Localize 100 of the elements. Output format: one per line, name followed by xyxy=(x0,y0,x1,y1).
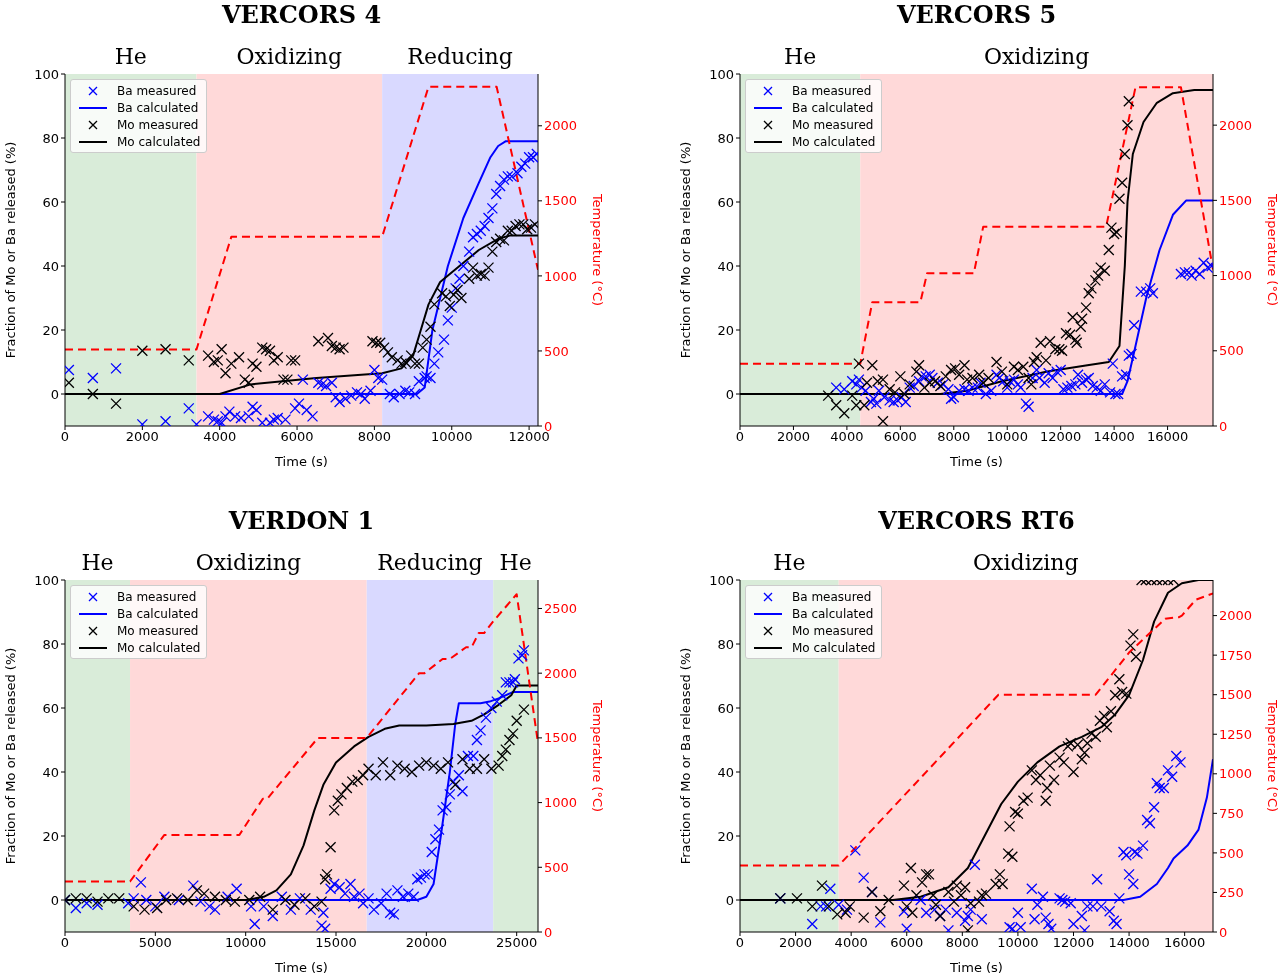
point xyxy=(328,804,340,817)
x-tick-label: 0 xyxy=(60,429,70,445)
x-axis-title: Time (s) xyxy=(274,960,328,975)
x-tick-label: 14000 xyxy=(1108,935,1150,951)
point xyxy=(321,868,333,881)
point xyxy=(128,900,140,913)
y-tick-label: 0 xyxy=(50,386,59,402)
y-tick-label: 0 xyxy=(725,386,734,402)
legend-label: Mo calculated xyxy=(117,640,201,655)
legend-label: Mo measured xyxy=(117,117,199,132)
x-axis-title: Time (s) xyxy=(274,454,328,469)
band-label: Oxidizing xyxy=(973,550,1079,575)
y2-tick-label: 0 xyxy=(1219,924,1228,940)
y2-tick-label: 1000 xyxy=(544,795,578,811)
point xyxy=(279,894,292,906)
point xyxy=(315,895,328,908)
x-tick-label: 2000 xyxy=(779,935,813,951)
point xyxy=(456,753,469,765)
point xyxy=(503,734,516,746)
y2-tick-label: 1000 xyxy=(1219,766,1253,782)
y2-axis-title: Temperature (°C) xyxy=(1265,698,1281,813)
y2-tick-label: 0 xyxy=(544,924,553,940)
point xyxy=(377,756,389,769)
y2-tick-label: 1500 xyxy=(1219,687,1253,703)
band-label: He xyxy=(81,550,114,575)
y2-tick-label: 2000 xyxy=(544,118,578,134)
x-tick-label: 4000 xyxy=(834,935,868,951)
y-axis-title: Fraction of Mo or Ba released (%) xyxy=(677,141,693,359)
band-label: Reducing xyxy=(377,550,483,575)
band-label: He xyxy=(784,44,817,69)
band-label: He xyxy=(114,44,147,69)
y-tick-label: 80 xyxy=(717,636,734,652)
legend-label: Ba calculated xyxy=(792,606,874,621)
point xyxy=(346,775,358,788)
x-tick-label: 16000 xyxy=(1146,429,1189,445)
y-tick-label: 100 xyxy=(34,66,59,82)
y2-tick-label: 2500 xyxy=(544,601,578,617)
point xyxy=(384,769,396,781)
point xyxy=(198,887,210,900)
x-tick-label: 0 xyxy=(735,935,745,951)
y-axis-title: Fraction of Mo or Ba released (%) xyxy=(2,141,18,359)
x-tick-label: 2000 xyxy=(125,429,159,445)
legend-label: Ba measured xyxy=(117,83,197,98)
x-tick-label: 8000 xyxy=(357,429,391,445)
point xyxy=(254,891,266,903)
x-tick-label: 8000 xyxy=(937,429,971,445)
y2-axis-title: Temperature (°C) xyxy=(1265,192,1281,307)
band-label: He xyxy=(773,550,806,575)
legend-label: Mo calculated xyxy=(792,134,876,149)
x-tick-label: 0 xyxy=(735,429,745,445)
y2-tick-label: 1000 xyxy=(544,268,578,284)
chart-title: VERDON 1 xyxy=(227,506,376,536)
y2-tick-label: 500 xyxy=(1219,343,1244,359)
chart-title: VERCORS RT6 xyxy=(877,506,1076,536)
point xyxy=(335,788,348,801)
y-tick-label: 100 xyxy=(709,572,734,588)
point xyxy=(267,903,279,916)
y2-tick-label: 1250 xyxy=(1219,726,1253,742)
y-tick-label: 20 xyxy=(717,828,734,844)
point xyxy=(319,873,331,885)
line-series xyxy=(65,85,538,351)
x-tick-label: 5000 xyxy=(138,935,172,951)
y2-tick-label: 250 xyxy=(1219,885,1244,901)
point xyxy=(341,782,353,794)
x-tick-label: 8000 xyxy=(945,935,979,951)
legend-label: Ba measured xyxy=(792,589,872,604)
line-series xyxy=(65,593,538,883)
x-tick-label: 25000 xyxy=(496,935,538,951)
y2-tick-label: 500 xyxy=(544,343,569,359)
y2-tick-label: 1000 xyxy=(1219,268,1253,284)
y2-tick-label: 2000 xyxy=(1219,117,1253,133)
point xyxy=(420,756,432,769)
x-tick-label: 10000 xyxy=(997,935,1039,951)
y-tick-label: 80 xyxy=(717,130,734,146)
y2-tick-label: 1750 xyxy=(1219,647,1253,663)
y-tick-label: 0 xyxy=(50,892,59,908)
y2-axis-title: Temperature (°C) xyxy=(590,192,606,307)
x-tick-label: 10000 xyxy=(224,935,267,951)
point xyxy=(492,759,505,772)
y-axis-title: Fraction of Mo or Ba released (%) xyxy=(2,647,18,865)
point xyxy=(511,715,523,727)
legend-label: Mo calculated xyxy=(792,640,876,655)
x-tick-label: 12000 xyxy=(1052,935,1095,951)
point xyxy=(478,753,490,765)
y-tick-label: 40 xyxy=(42,764,59,780)
x-tick-label: 12000 xyxy=(508,429,550,445)
x-tick-label: 4000 xyxy=(830,429,864,445)
point xyxy=(496,750,508,762)
y2-tick-label: 1500 xyxy=(1219,192,1253,208)
y-tick-label: 20 xyxy=(42,828,59,844)
point xyxy=(507,727,519,740)
point xyxy=(406,766,418,778)
y2-tick-label: 500 xyxy=(544,859,569,875)
band-label: Oxidizing xyxy=(236,44,343,69)
point xyxy=(399,763,411,775)
y-tick-label: 40 xyxy=(42,258,59,274)
chart-title: VERCORS 4 xyxy=(220,0,383,30)
y-tick-label: 100 xyxy=(709,66,734,82)
point xyxy=(324,841,337,853)
y-tick-label: 20 xyxy=(42,322,59,338)
